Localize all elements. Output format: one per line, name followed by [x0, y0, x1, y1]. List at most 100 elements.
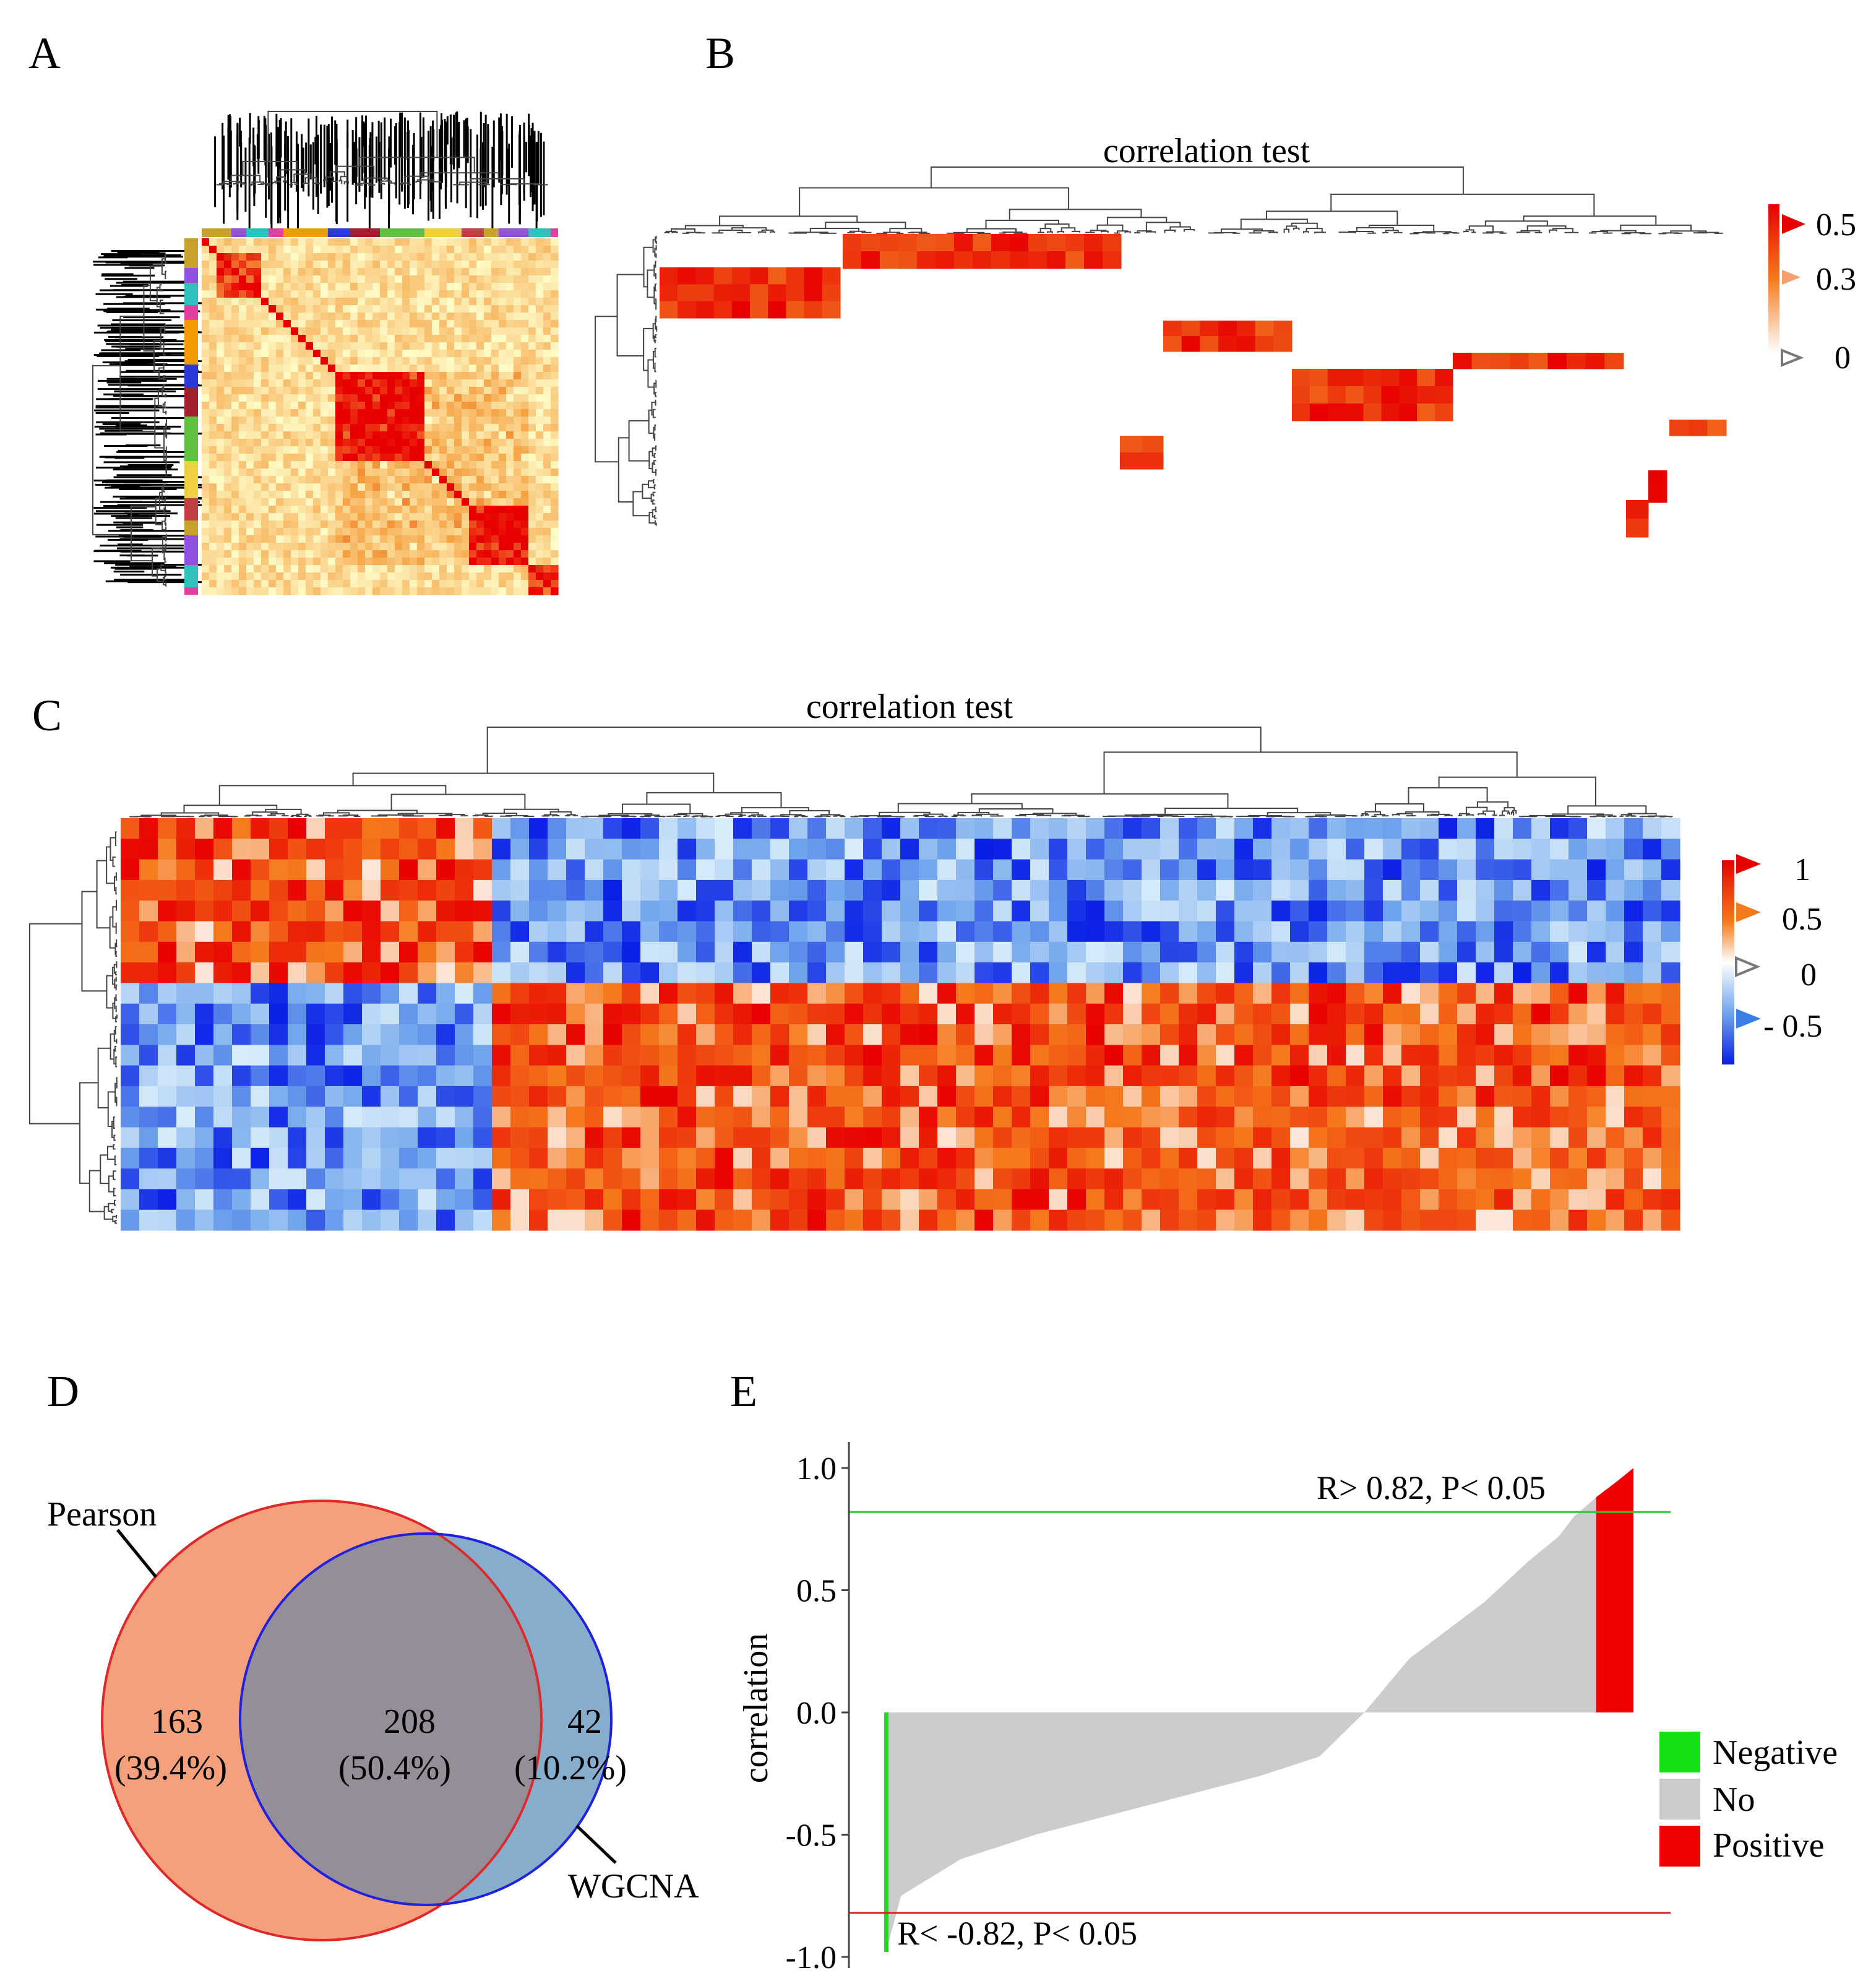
- panel-c-heatmap-cell: [882, 1147, 901, 1169]
- panel-a-heatmap-cell: [506, 417, 514, 425]
- panel-c-heatmap-cell: [1643, 859, 1662, 881]
- panel-c-heatmap-cell: [993, 900, 1012, 922]
- panel-a-heatmap-cell: [476, 394, 484, 402]
- panel-c-heatmap-cell: [566, 1147, 585, 1169]
- panel-c-heatmap-cell: [1309, 1065, 1328, 1087]
- panel-a-heatmap-cell: [246, 313, 254, 321]
- panel-c-heatmap-cell: [1513, 1024, 1532, 1045]
- panel-a-heatmap-cell: [328, 409, 336, 417]
- panel-a-heatmap-cell: [313, 572, 321, 581]
- panel-a-heatmap-cell: [543, 431, 551, 439]
- panel-c-heatmap-cell: [585, 1024, 604, 1045]
- panel-a-heatmap-cell: [254, 394, 262, 402]
- panel-c-heatmap-cell: [548, 1003, 567, 1025]
- panel-a-heatmap-cell: [543, 305, 551, 313]
- panel-c-heatmap-cell: [473, 818, 493, 839]
- panel-a-heatmap-cell: [543, 246, 551, 254]
- panel-c-heatmap-cell: [1309, 1024, 1328, 1045]
- panel-a-heatmap-cell: [269, 424, 277, 432]
- panel-a-heatmap-cell: [365, 468, 373, 477]
- panel-c-heatmap-cell: [1550, 1127, 1569, 1149]
- panel-a-heatmap-cell: [417, 572, 425, 581]
- panel-a-heatmap-cell: [254, 327, 262, 335]
- panel-a-heatmap-cell: [202, 454, 210, 462]
- panel-c-heatmap-cell: [362, 1107, 381, 1128]
- panel-c-heatmap-cell: [1420, 900, 1439, 922]
- panel-a-heatmap-cell: [276, 350, 284, 358]
- panel-b-heatmap-cell: [1010, 251, 1029, 269]
- panel-c-heatmap-cell: [381, 921, 400, 943]
- panel-a-heatmap-cell: [372, 461, 381, 469]
- panel-a-heatmap-cell: [469, 506, 477, 514]
- panel-a-heatmap-cell: [358, 454, 366, 462]
- panel-c-heatmap-cell: [937, 1147, 957, 1169]
- panel-c-heatmap-cell: [436, 900, 455, 922]
- panel-c-heatmap-cell: [845, 983, 864, 1004]
- panel-a-heatmap-cell: [417, 558, 425, 566]
- panel-c-heatmap-cell: [343, 818, 363, 839]
- panel-c-heatmap-cell: [826, 1045, 845, 1066]
- panel-a-heatmap-cell: [402, 558, 410, 566]
- panel-a-heatmap-cell: [306, 468, 314, 477]
- panel-b-heatmap-cell: [1292, 369, 1310, 387]
- panel-a-heatmap-cell: [276, 320, 284, 328]
- panel-c-heatmap-cell: [1179, 962, 1198, 983]
- panel-a-heatmap-cell: [432, 238, 440, 246]
- panel-a-heatmap-cell: [439, 253, 447, 261]
- panel-a-dendrogram-branch: [165, 394, 167, 398]
- panel-a-heatmap-cell: [543, 520, 551, 529]
- panel-c-heatmap-cell: [158, 1024, 177, 1045]
- panel-c-heatmap-cell: [1012, 1065, 1031, 1087]
- panel-a-heatmap-cell: [231, 342, 239, 350]
- panel-c-heatmap-cell: [492, 1189, 511, 1211]
- panel-c-heatmap-cell: [1327, 839, 1346, 860]
- panel-c-heatmap-cell: [269, 839, 288, 860]
- panel-a-heatmap-cell: [372, 409, 381, 417]
- panel-a-heatmap-cell: [439, 446, 447, 454]
- panel-a-heatmap-cell: [469, 261, 477, 269]
- panel-a-heatmap-cell: [454, 431, 462, 439]
- panel-a-heatmap-cell: [335, 283, 343, 291]
- panel-c-heatmap-cell: [548, 859, 567, 881]
- panel-c-heatmap-cell: [1606, 859, 1625, 881]
- panel-a-label: A: [28, 28, 61, 78]
- panel-a-heatmap-cell: [306, 431, 314, 439]
- panel-a-heatmap-cell: [469, 238, 477, 246]
- panel-a-heatmap-cell: [350, 528, 358, 536]
- panel-a-heatmap-cell: [462, 357, 470, 365]
- panel-a-heatmap-cell: [387, 305, 395, 313]
- panel-c-heatmap-cell: [251, 921, 270, 943]
- panel-c-heatmap-cell: [640, 1065, 660, 1087]
- panel-c-heatmap-cell: [1531, 1127, 1551, 1149]
- panel-c-heatmap-cell: [807, 1086, 827, 1107]
- panel-c-heatmap-cell: [158, 1065, 177, 1087]
- panel-a-heatmap-cell: [551, 506, 559, 514]
- panel-c-dendrogram-branch: [113, 1170, 116, 1180]
- panel-a-heatmap-cell: [439, 402, 447, 410]
- panel-a-heatmap-cell: [491, 246, 499, 254]
- panel-c-heatmap-cell: [882, 1086, 901, 1107]
- panel-c-heatmap-cell: [1234, 983, 1254, 1004]
- panel-c-heatmap-cell: [845, 1003, 864, 1025]
- panel-a-heatmap-cell: [387, 261, 395, 269]
- panel-c-dendrogram-branch: [106, 975, 113, 1009]
- panel-a-heatmap-cell: [291, 520, 299, 529]
- panel-a-heatmap-cell: [239, 313, 247, 321]
- panel-a-heatmap-cell: [454, 439, 462, 447]
- panel-c-heatmap-cell: [566, 879, 585, 901]
- panel-c-heatmap-cell: [1346, 921, 1365, 943]
- panel-c-label: C: [32, 691, 62, 740]
- panel-a-heatmap-cell: [261, 513, 269, 521]
- panel-c-heatmap-cell: [176, 859, 196, 881]
- panel-c-heatmap-cell: [473, 879, 493, 901]
- panel-a-heatmap-cell: [276, 558, 284, 566]
- panel-a-heatmap-cell: [417, 580, 425, 588]
- panel-c-heatmap-cell: [1531, 1003, 1551, 1025]
- panel-a-heatmap-cell: [231, 506, 239, 514]
- panel-a-heatmap-cell: [528, 513, 536, 521]
- panel-a-heatmap-cell: [209, 476, 217, 484]
- panel-a-heatmap-cell: [543, 535, 551, 543]
- panel-c-heatmap-cell: [733, 962, 752, 983]
- panel-a-heatmap-cell: [499, 372, 507, 380]
- panel-a-heatmap-cell: [402, 483, 410, 491]
